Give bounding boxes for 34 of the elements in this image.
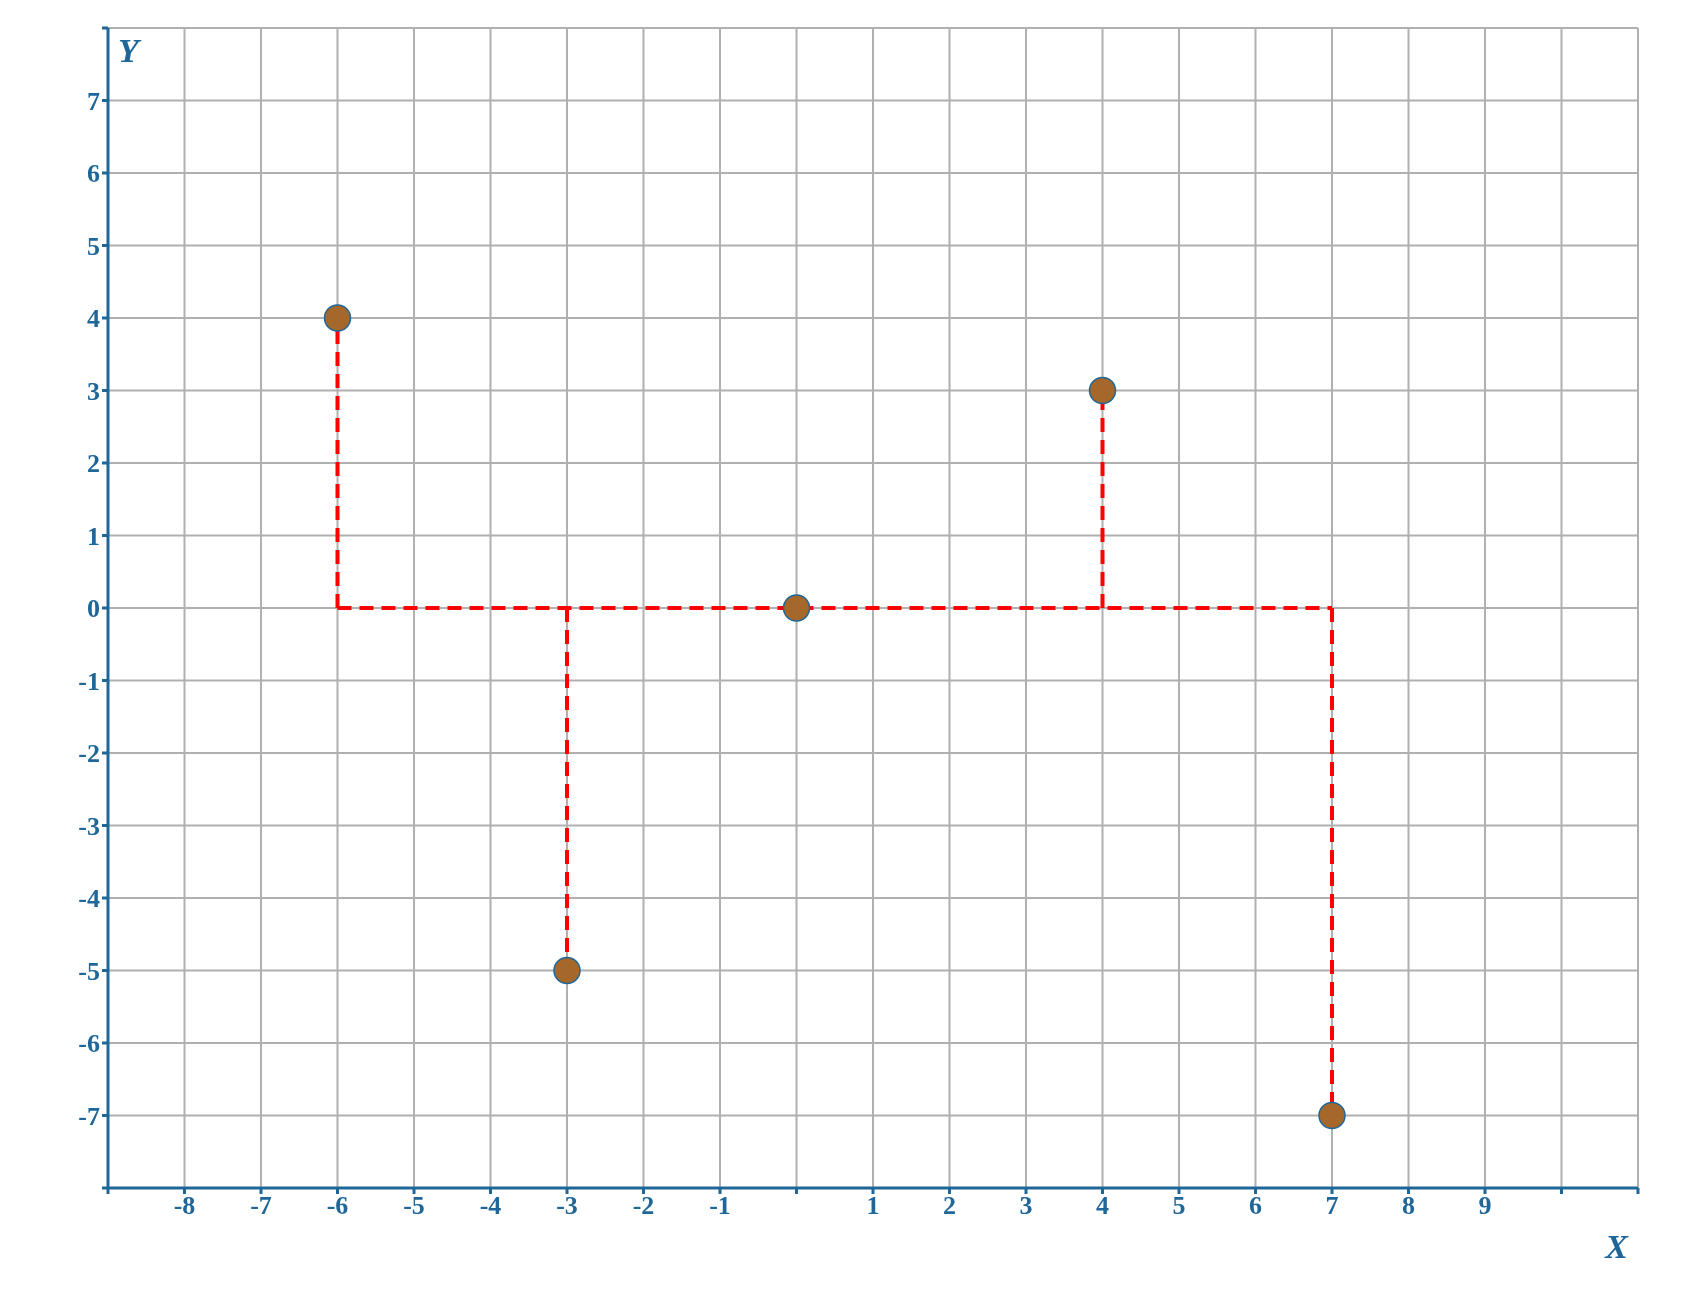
x-tick-label: -5: [403, 1191, 425, 1221]
x-tick-label: 1: [866, 1191, 880, 1221]
y-tick-label: -6: [78, 1029, 100, 1059]
x-tick-label: 5: [1172, 1191, 1186, 1221]
y-tick-label: -1: [78, 666, 100, 696]
x-tick-label: -1: [709, 1191, 731, 1221]
y-tick-label: -4: [78, 884, 100, 914]
y-tick-label: 4: [87, 304, 100, 334]
x-tick-label: 2: [943, 1191, 956, 1221]
y-tick-label: -3: [78, 811, 100, 841]
y-tick-label: 0: [87, 594, 100, 624]
y-tick-label: 5: [87, 231, 100, 261]
x-tick-label: -2: [632, 1191, 655, 1221]
y-axis-title: Y: [118, 32, 142, 70]
y-tick-label: 3: [87, 376, 100, 406]
x-tick-label: -6: [326, 1191, 349, 1221]
x-tick-label: -4: [479, 1191, 502, 1221]
x-tick-label: 3: [1019, 1191, 1033, 1221]
x-tick-label: -7: [250, 1191, 272, 1221]
y-tick-label: -2: [78, 739, 100, 769]
y-tick-label: 2: [87, 449, 100, 479]
y-tick-label: -7: [78, 1101, 100, 1131]
y-tick-label: 6: [87, 159, 100, 189]
y-tick-label: 1: [87, 521, 100, 551]
x-tick-label: -8: [173, 1191, 196, 1221]
x-tick-label: 9: [1478, 1191, 1492, 1221]
x-tick-label: 7: [1325, 1191, 1339, 1221]
x-tick-label: 4: [1096, 1191, 1109, 1221]
x-tick-label: -3: [556, 1191, 578, 1221]
x-tick-label: 8: [1402, 1191, 1415, 1221]
x-tick-label: 6: [1249, 1191, 1262, 1221]
x-axis-title: X: [1604, 1228, 1630, 1265]
y-tick-label: -5: [78, 956, 100, 986]
y-tick-label: 7: [87, 86, 100, 116]
